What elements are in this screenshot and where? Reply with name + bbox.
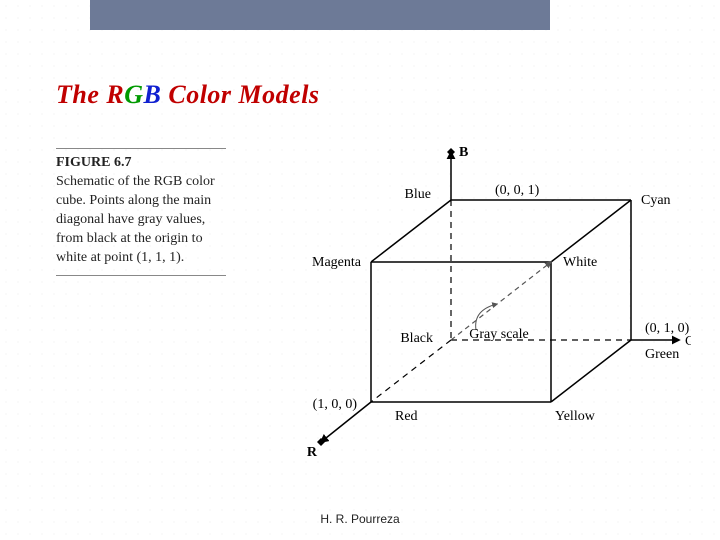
svg-text:R: R [307, 445, 318, 460]
svg-text:Black: Black [400, 331, 433, 346]
figure-label: FIGURE 6.7 [56, 155, 226, 171]
title-letter-g: G [124, 80, 143, 109]
title-letter-r: R [106, 80, 124, 109]
figure-caption: FIGURE 6.7 Schematic of the RGB color cu… [56, 148, 226, 276]
svg-text:B: B [459, 145, 468, 160]
figure-text: Schematic of the RGB color cube. Points … [56, 173, 226, 267]
rgb-cube-diagram: B G R Blue (0, 0, 1) Cyan Magenta White Black (0,… [241, 140, 691, 480]
figure-area: FIGURE 6.7 Schematic of the RGB color cu… [56, 140, 686, 480]
title-prefix: The [56, 80, 106, 109]
svg-text:Blue: Blue [405, 187, 431, 202]
svg-text:Gray scale: Gray scale [469, 327, 528, 342]
top-bar [90, 0, 550, 30]
title-letter-b: B [144, 80, 162, 109]
slide-title: The RGB Color Models [56, 80, 320, 110]
svg-text:White: White [563, 255, 597, 270]
title-rest: Color Models [161, 80, 319, 109]
svg-text:Red: Red [395, 409, 418, 424]
svg-text:(0, 1, 0): (0, 1, 0) [645, 321, 690, 336]
svg-text:Yellow: Yellow [555, 409, 596, 424]
svg-text:Cyan: Cyan [641, 193, 671, 208]
svg-text:Green: Green [645, 347, 679, 362]
svg-text:(0, 0, 1): (0, 0, 1) [495, 183, 540, 198]
svg-text:(1, 0, 0): (1, 0, 0) [313, 397, 358, 412]
footer-author: H. R. Pourreza [0, 512, 720, 526]
svg-text:G: G [685, 334, 691, 349]
svg-text:Magenta: Magenta [312, 255, 362, 270]
